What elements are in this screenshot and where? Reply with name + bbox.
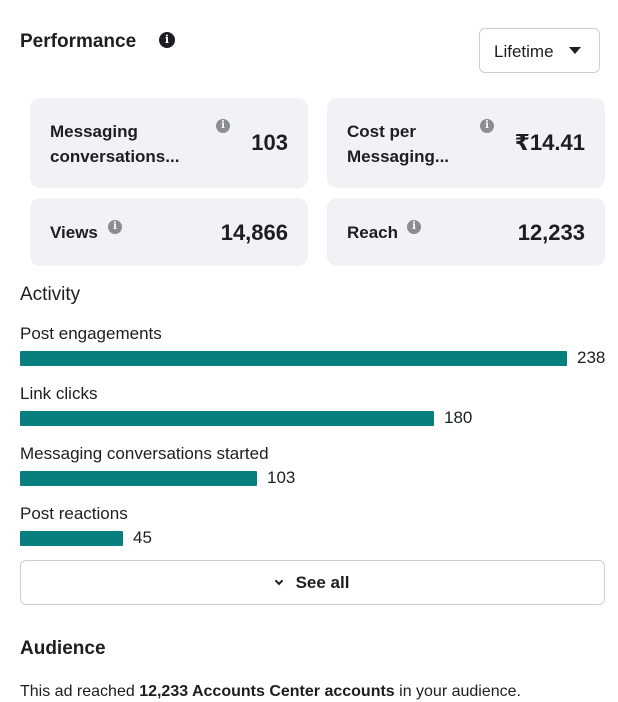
metric-label: Messaging conversations...: [50, 122, 180, 166]
activity-bar: [20, 471, 257, 486]
time-range-selected: Lifetime: [494, 42, 554, 61]
metric-card-views[interactable]: Views i 14,866: [30, 198, 308, 266]
activity-label: Link clicks: [20, 384, 98, 403]
activity-value: 45: [133, 528, 152, 547]
metric-value: 12,233: [517, 220, 585, 245]
see-all-button[interactable]: See all: [20, 560, 605, 605]
info-icon[interactable]: i: [159, 32, 175, 48]
performance-title: Performance: [20, 31, 137, 52]
see-all-label: See all: [295, 573, 350, 592]
activity-bar: [20, 411, 434, 426]
metric-card-messaging-conversations[interactable]: Messaging conversations... i 103: [30, 98, 308, 188]
metric-value: 14,866: [220, 220, 288, 245]
activity-row-post-engagements: Post engagements 238: [20, 324, 610, 380]
metric-value: ₹14.41: [514, 130, 585, 155]
activity-label: Post reactions: [20, 504, 128, 523]
info-icon[interactable]: i: [108, 220, 122, 234]
activity-label: Post engagements: [20, 324, 162, 343]
activity-label: Messaging conversations started: [20, 444, 269, 463]
metric-label: Reach: [347, 223, 399, 242]
info-icon[interactable]: i: [216, 119, 230, 133]
activity-value: 103: [267, 468, 296, 487]
performance-header: Performance i Lifetime: [20, 28, 600, 74]
metric-card-reach[interactable]: Reach i 12,233: [327, 198, 605, 266]
info-icon[interactable]: i: [407, 220, 421, 234]
audience-reach-count: 12,233 Accounts Center accounts: [139, 683, 395, 700]
metric-label: Cost per Messaging...: [347, 122, 450, 166]
metric-card-cost-per-messaging[interactable]: Cost per Messaging... i ₹14.41: [327, 98, 605, 188]
activity-value: 180: [444, 408, 473, 427]
activity-row-messaging-conversations-started: Messaging conversations started 103: [20, 444, 610, 500]
audience-title: Audience: [20, 638, 106, 659]
activity-bar: [20, 531, 123, 546]
activity-value: 238: [577, 348, 606, 367]
metric-label: Views: [50, 223, 98, 242]
caret-down-icon: [569, 47, 581, 54]
time-range-dropdown[interactable]: Lifetime: [479, 28, 600, 73]
activity-title: Activity: [20, 284, 81, 305]
activity-row-link-clicks: Link clicks 180: [20, 384, 610, 440]
activity-bar: [20, 351, 567, 366]
metric-value: 103: [251, 130, 288, 155]
audience-description: This ad reached 12,233 Accounts Center a…: [20, 683, 521, 700]
activity-row-post-reactions: Post reactions 45: [20, 504, 610, 560]
chevron-down-icon: [274, 576, 283, 586]
info-icon[interactable]: i: [480, 119, 494, 133]
